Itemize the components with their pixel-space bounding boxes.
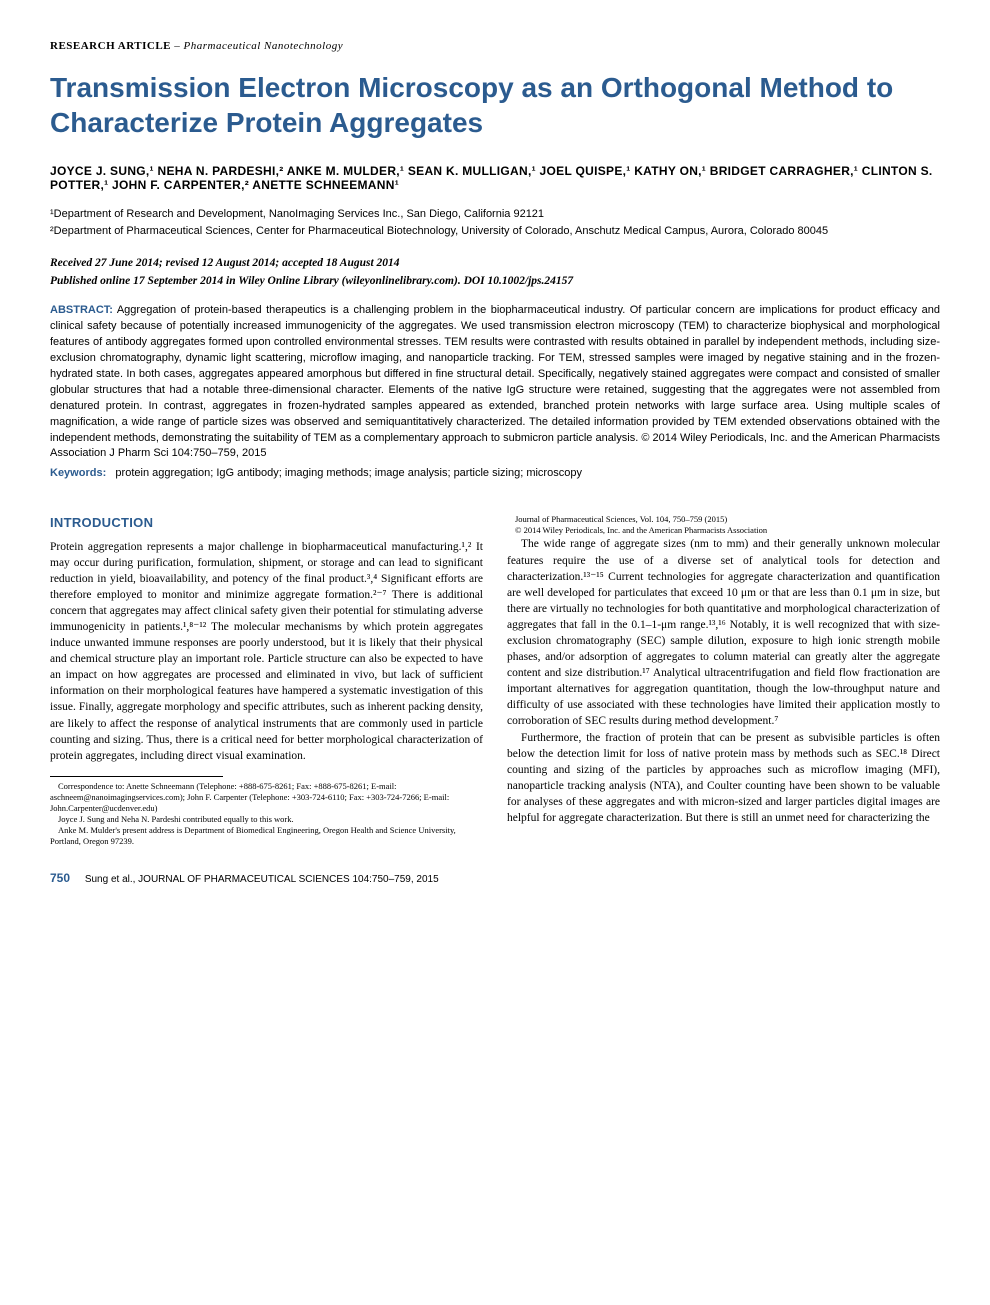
abstract-text: Aggregation of protein-based therapeutic…	[50, 304, 940, 459]
keywords-block: Keywords: protein aggregation; IgG antib…	[50, 466, 940, 482]
footnote-copyright: © 2014 Wiley Periodicals, Inc. and the A…	[507, 525, 940, 536]
footnote-rule	[50, 776, 223, 777]
publication-online: Published online 17 September 2014 in Wi…	[50, 275, 940, 287]
keywords-text: protein aggregation; IgG antibody; imagi…	[115, 467, 582, 479]
authors-list: JOYCE J. SUNG,¹ NEHA N. PARDESHI,² ANKE …	[50, 164, 940, 192]
body-columns: INTRODUCTION Protein aggregation represe…	[50, 514, 940, 847]
affiliations-block: ¹Department of Research and Development,…	[50, 206, 940, 239]
article-type-category: – Pharmaceutical Nanotechnology	[174, 40, 343, 52]
introduction-heading: INTRODUCTION	[50, 514, 483, 532]
affiliation-1: ¹Department of Research and Development,…	[50, 206, 940, 223]
page-number: 750	[50, 871, 70, 885]
article-type-label: RESEARCH ARTICLE	[50, 40, 171, 52]
article-title: Transmission Electron Microscopy as an O…	[50, 70, 940, 140]
abstract-block: ABSTRACT: Aggregation of protein-based t…	[50, 303, 940, 462]
footnote-present-address: Anke M. Mulder's present address is Depa…	[50, 825, 483, 847]
intro-para-1: Protein aggregation represents a major c…	[50, 539, 483, 764]
intro-para-2: The wide range of aggregate sizes (nm to…	[507, 536, 940, 729]
keywords-label: Keywords:	[50, 467, 106, 479]
affiliation-2: ²Department of Pharmaceutical Sciences, …	[50, 223, 940, 240]
abstract-label: ABSTRACT:	[50, 304, 113, 316]
intro-para-3: Furthermore, the fraction of protein tha…	[507, 730, 940, 827]
page-footer: 750 Sung et al., JOURNAL OF PHARMACEUTIC…	[50, 871, 940, 885]
article-type-header: RESEARCH ARTICLE – Pharmaceutical Nanote…	[50, 40, 940, 52]
footer-citation: Sung et al., JOURNAL OF PHARMACEUTICAL S…	[85, 874, 439, 885]
manuscript-dates: Received 27 June 2014; revised 12 August…	[50, 257, 940, 269]
footnote-correspondence: Correspondence to: Anette Schneemann (Te…	[50, 781, 483, 814]
footnote-journal: Journal of Pharmaceutical Sciences, Vol.…	[507, 514, 940, 525]
footnote-contribution: Joyce J. Sung and Neha N. Pardeshi contr…	[50, 814, 483, 825]
